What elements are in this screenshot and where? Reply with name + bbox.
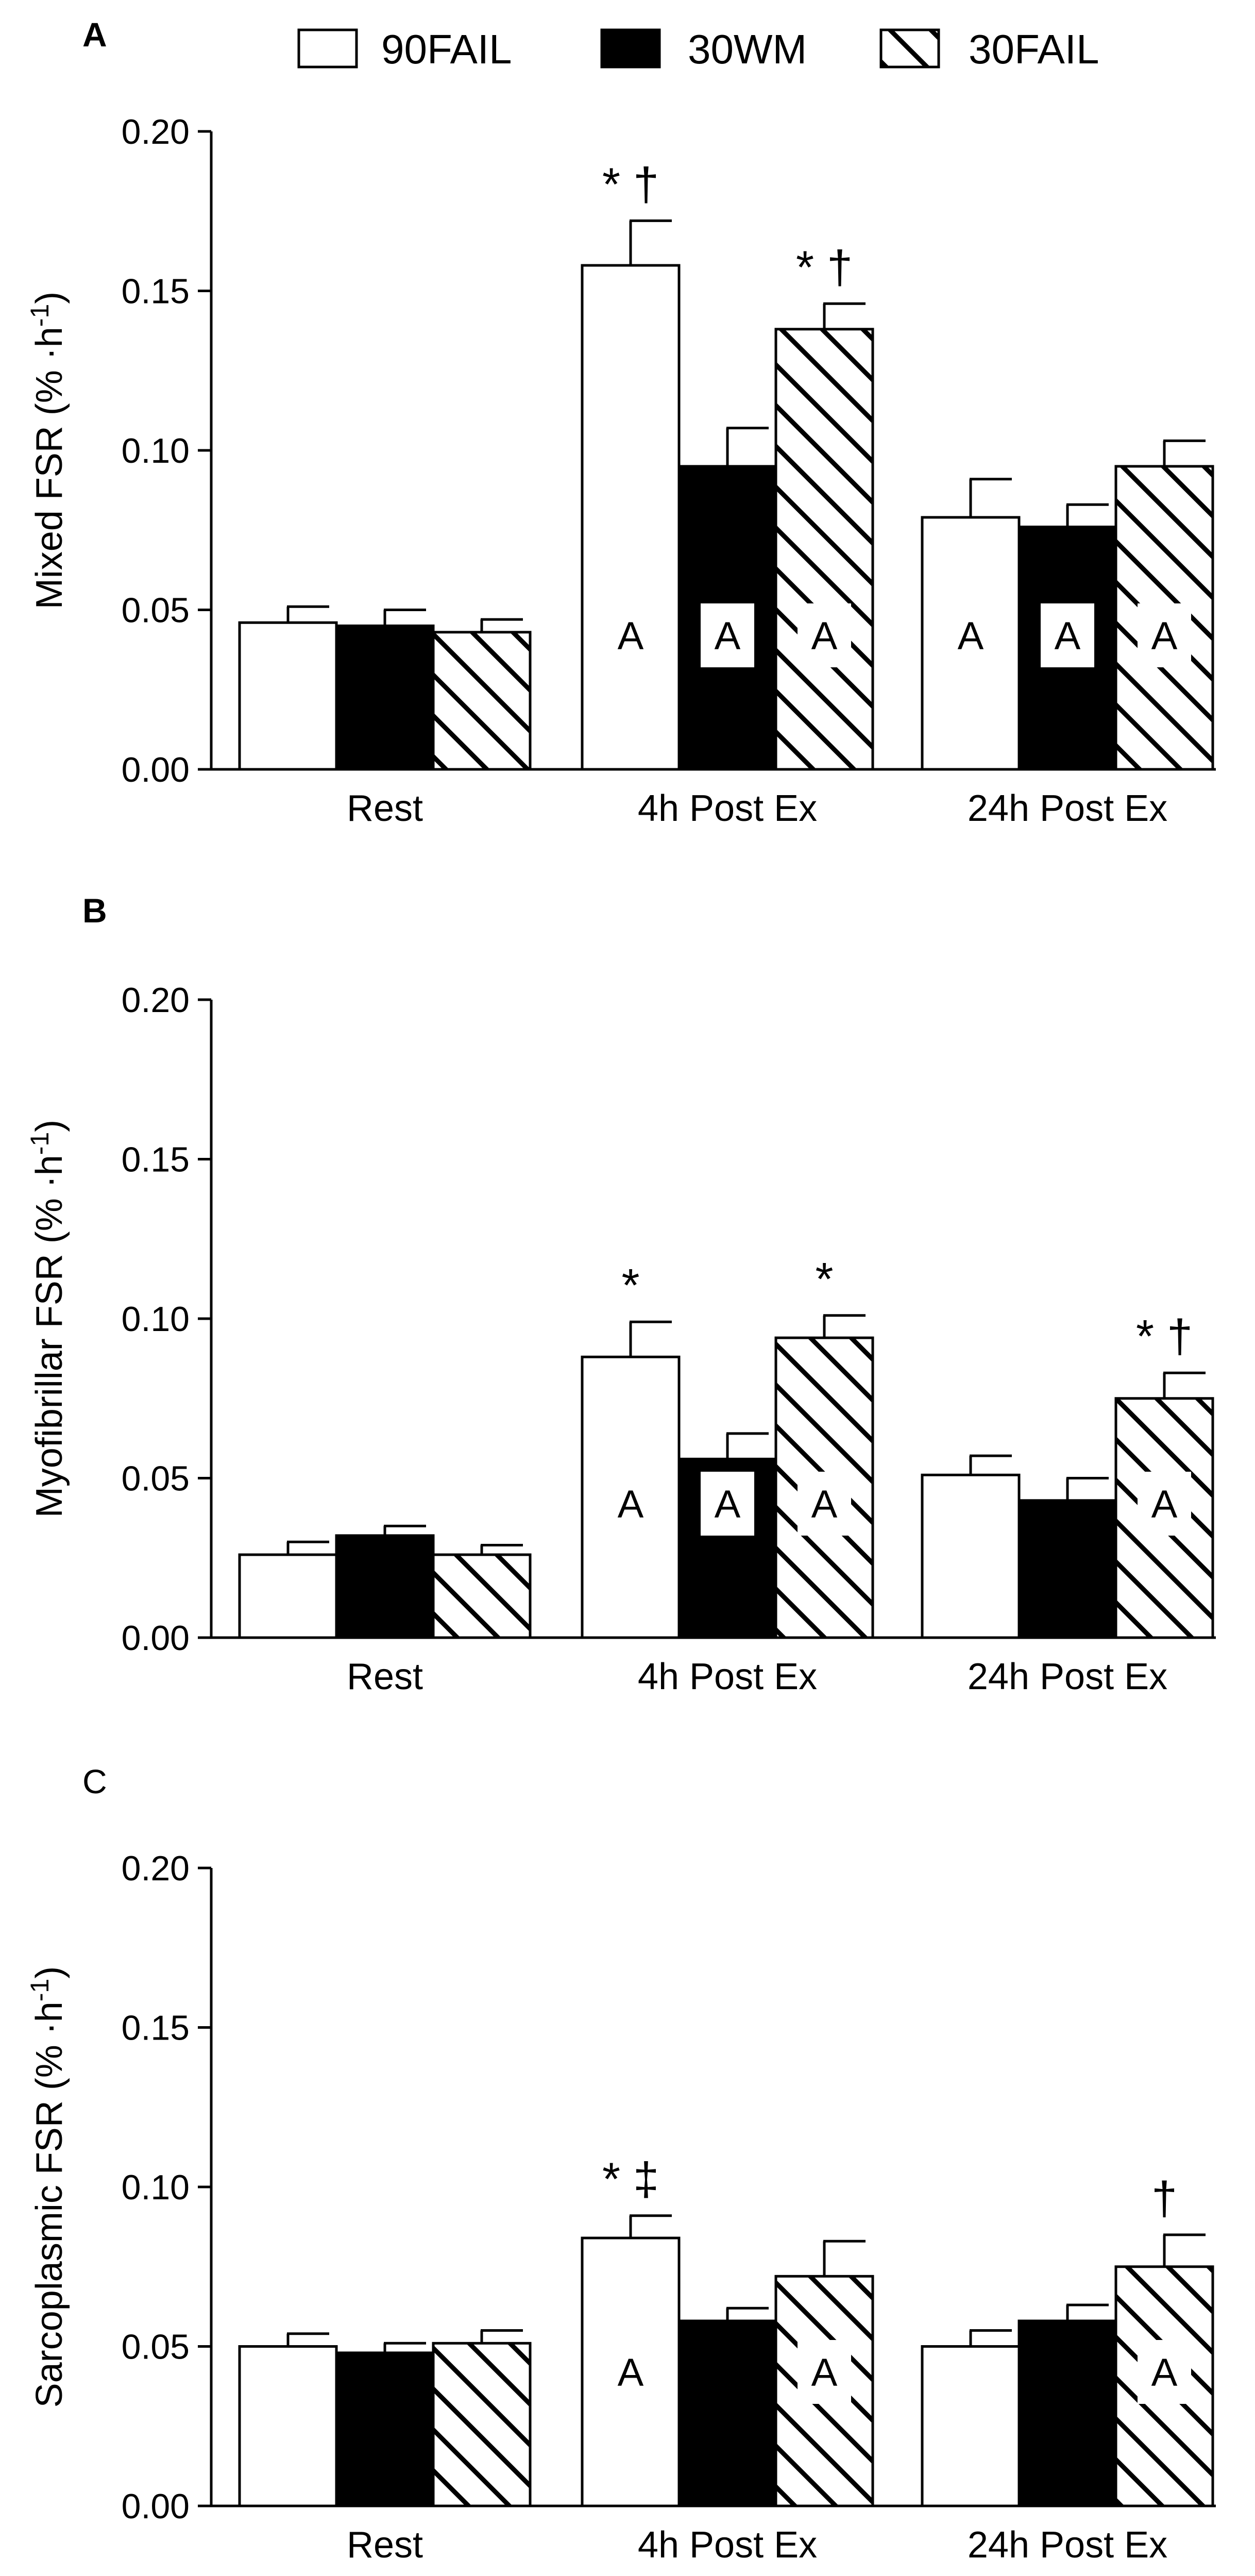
bar-letter: A xyxy=(715,614,741,658)
bar-letter-box xyxy=(701,1472,754,1536)
bar-letter-box xyxy=(701,603,754,667)
legend: 90FAIL 30WM 30FAIL xyxy=(297,26,1099,72)
y-tick-label: 0.15 xyxy=(122,1140,190,1180)
bar-letter-box xyxy=(1041,603,1094,667)
bar-90fail xyxy=(238,1553,338,1639)
bar-30fail xyxy=(432,2342,532,2507)
bar-30wm xyxy=(335,2351,435,2507)
bar-letter: A xyxy=(618,1483,644,1526)
y-axis-label: Sarcoplasmic FSR (% ·h-1) xyxy=(25,1966,70,2408)
bar-letter: A xyxy=(958,614,984,658)
bar-30wm xyxy=(335,624,435,771)
panel-c: C 0.00 0.05 0.10 0.15 0.20 Sarcoplasmic FSR (%… xyxy=(25,1762,1216,2566)
bar-30fail xyxy=(432,1553,532,1639)
y-tick-label: 0.00 xyxy=(122,750,190,789)
y-tick-label: 0.05 xyxy=(122,2328,190,2367)
x-tick-label: 24h Post Ex xyxy=(968,1656,1167,1697)
y-axis-label: Mixed FSR (% ·h-1) xyxy=(25,292,70,610)
bar-letter: A xyxy=(618,614,644,658)
y-tick-label: 0.00 xyxy=(122,2487,190,2526)
legend-item-30fail: 30FAIL xyxy=(879,26,1099,72)
panels: A 0.00 0.05 0.10 0.15 0.20 Mixed FSR (% ·h-1) R… xyxy=(25,15,1216,2566)
bar-letter-box xyxy=(798,603,851,667)
bar-90fail xyxy=(921,2345,1021,2507)
bar-letter-box xyxy=(1138,1472,1191,1536)
legend-item-30wm: 30WM xyxy=(600,26,807,72)
bar-letter: A xyxy=(1151,1483,1178,1526)
bar-letter: A xyxy=(618,2351,644,2395)
y-tick-label: 0.15 xyxy=(122,2009,190,2048)
x-tick-label: Rest xyxy=(347,1656,423,1697)
bar-30fail xyxy=(432,631,532,771)
y-tick-label: 0.10 xyxy=(122,431,190,470)
significance-marker: * † xyxy=(602,159,659,210)
x-tick-label: 4h Post Ex xyxy=(638,1656,817,1697)
legend-item-90fail: 90FAIL xyxy=(297,26,512,72)
legend-label-30fail: 30FAIL xyxy=(969,26,1099,72)
bar-30wm xyxy=(677,2319,777,2507)
bar-30wm xyxy=(335,1534,435,1639)
significance-marker: * xyxy=(621,1260,639,1311)
bar-90fail xyxy=(581,2236,681,2507)
bar-letter-box xyxy=(798,1472,851,1536)
y-tick-label: 0.20 xyxy=(122,981,190,1020)
bar-30wm xyxy=(1017,2319,1117,2507)
x-tick-label: Rest xyxy=(347,788,423,829)
x-tick-label: 24h Post Ex xyxy=(968,2524,1167,2566)
y-tick-label: 0.20 xyxy=(122,1849,190,1888)
bar-letter-box xyxy=(1138,603,1191,667)
panel-label: B xyxy=(82,891,107,930)
panel-label: A xyxy=(82,15,107,54)
bar-30fail xyxy=(774,328,874,771)
bar-90fail xyxy=(238,621,338,771)
panel-b: B 0.00 0.05 0.10 0.15 0.20 Myofibrillar FSR (%… xyxy=(25,891,1216,1697)
legend-swatch-30fail xyxy=(879,28,940,69)
x-tick-label: 24h Post Ex xyxy=(968,788,1167,829)
bar-90fail xyxy=(921,1473,1021,1639)
bar-90fail xyxy=(238,2345,338,2507)
bar-90fail xyxy=(581,264,681,771)
bar-letter: A xyxy=(1055,614,1081,658)
legend-swatch-90fail xyxy=(297,28,358,69)
y-tick-label: 0.05 xyxy=(122,591,190,630)
significance-marker: * † xyxy=(796,242,853,293)
bar-30wm xyxy=(1017,1499,1117,1639)
y-tick-label: 0.10 xyxy=(122,1300,190,1339)
y-tick-label: 0.10 xyxy=(122,2168,190,2207)
y-axis-label: Myofibrillar FSR (% ·h-1) xyxy=(25,1120,70,1518)
legend-swatch-30wm xyxy=(600,28,661,69)
y-tick-label: 0.15 xyxy=(122,272,190,311)
legend-label-30wm: 30WM xyxy=(688,26,807,72)
panel-a: A 0.00 0.05 0.10 0.15 0.20 Mixed FSR (% ·h-1) R… xyxy=(25,15,1216,829)
bar-letter-box xyxy=(1138,2340,1191,2404)
bar-90fail xyxy=(581,1355,681,1639)
bar-letter: A xyxy=(715,1483,741,1526)
bar-letter: A xyxy=(811,614,838,658)
bar-letter: A xyxy=(811,1483,838,1526)
x-tick-label: 4h Post Ex xyxy=(638,2524,817,2566)
y-tick-label: 0.00 xyxy=(122,1619,190,1658)
y-tick-label: 0.20 xyxy=(122,112,190,151)
significance-marker: * ‡ xyxy=(602,2154,659,2205)
bar-letter-box xyxy=(798,2340,851,2404)
significance-marker: * xyxy=(815,1254,833,1305)
y-tick-label: 0.05 xyxy=(122,1459,190,1499)
bar-letter: A xyxy=(1151,2351,1178,2395)
bar-letter: A xyxy=(1151,614,1178,658)
x-tick-label: Rest xyxy=(347,2524,423,2566)
significance-marker: † xyxy=(1151,2173,1177,2225)
x-tick-label: 4h Post Ex xyxy=(638,788,817,829)
panel-label: C xyxy=(82,1762,107,1800)
significance-marker: * † xyxy=(1136,1311,1193,1362)
bar-letter: A xyxy=(811,2351,838,2395)
legend-label-90fail: 90FAIL xyxy=(381,26,512,72)
